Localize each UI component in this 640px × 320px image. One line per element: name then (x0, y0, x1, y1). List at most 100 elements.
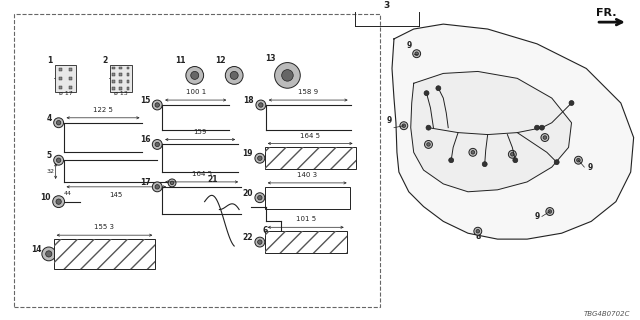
Text: 5: 5 (47, 151, 52, 160)
Text: 3: 3 (383, 1, 390, 10)
Text: 8: 8 (475, 232, 481, 241)
Circle shape (256, 100, 266, 110)
Circle shape (427, 143, 430, 146)
Bar (127, 73, 129, 76)
Circle shape (258, 156, 262, 160)
Circle shape (540, 125, 545, 130)
Bar (59, 68, 61, 71)
Text: 16: 16 (140, 135, 150, 144)
Text: 159: 159 (193, 129, 207, 135)
Bar (112, 73, 115, 76)
Circle shape (275, 63, 300, 88)
Bar (59, 77, 61, 80)
Text: 15: 15 (140, 96, 150, 105)
Circle shape (255, 153, 265, 163)
Text: 140 3: 140 3 (297, 172, 317, 178)
Text: 9: 9 (406, 41, 412, 50)
Circle shape (508, 150, 516, 158)
Text: 155 3: 155 3 (95, 224, 115, 230)
Polygon shape (411, 71, 572, 192)
Circle shape (225, 67, 243, 84)
Circle shape (152, 182, 162, 192)
Text: 32: 32 (47, 169, 54, 173)
Bar (112, 67, 115, 69)
Circle shape (54, 155, 63, 165)
Polygon shape (392, 24, 634, 239)
Text: 100 1: 100 1 (186, 89, 206, 95)
Bar (54, 239, 156, 269)
Text: 21: 21 (207, 175, 218, 184)
Text: 9: 9 (387, 116, 392, 125)
Circle shape (413, 50, 420, 58)
Circle shape (426, 125, 431, 130)
Bar (265, 231, 347, 253)
Circle shape (52, 196, 65, 208)
Text: TBG4B0702C: TBG4B0702C (584, 311, 630, 317)
Circle shape (577, 158, 580, 162)
Circle shape (469, 148, 477, 156)
Bar (54, 65, 76, 92)
Text: 2: 2 (102, 56, 108, 65)
Bar (127, 87, 129, 90)
Text: 44: 44 (63, 191, 72, 196)
Text: 1: 1 (47, 56, 52, 65)
Text: 122 5: 122 5 (93, 107, 113, 113)
Bar (265, 148, 355, 169)
Circle shape (402, 124, 406, 127)
Circle shape (546, 208, 554, 215)
Circle shape (191, 71, 199, 79)
Circle shape (155, 103, 159, 107)
Circle shape (258, 240, 262, 244)
Circle shape (152, 100, 162, 110)
Circle shape (45, 251, 52, 257)
Bar (110, 65, 132, 92)
Text: 9: 9 (588, 163, 593, 172)
Circle shape (534, 125, 540, 130)
Text: 22: 22 (243, 233, 253, 242)
Circle shape (424, 91, 429, 96)
Text: 20: 20 (243, 189, 253, 198)
Bar (59, 86, 61, 89)
Circle shape (483, 162, 487, 167)
Text: 14: 14 (31, 245, 42, 254)
Circle shape (42, 247, 56, 261)
Text: 10: 10 (40, 193, 51, 202)
Text: 19: 19 (243, 149, 253, 158)
Text: 164 5: 164 5 (191, 171, 212, 177)
Circle shape (543, 136, 547, 139)
Bar (119, 80, 122, 83)
Circle shape (255, 237, 265, 247)
Bar (265, 231, 347, 253)
Bar (112, 87, 115, 90)
Circle shape (436, 86, 441, 91)
Bar (119, 87, 122, 90)
Bar (70, 68, 72, 71)
Bar (112, 80, 115, 83)
Bar (119, 73, 122, 76)
Circle shape (259, 103, 263, 107)
Text: 6: 6 (262, 226, 268, 235)
Circle shape (170, 181, 174, 185)
Bar (119, 67, 122, 69)
Text: 17: 17 (140, 178, 150, 187)
Text: 13: 13 (265, 53, 276, 63)
Text: 11: 11 (175, 56, 186, 65)
Circle shape (56, 199, 61, 204)
Circle shape (554, 160, 559, 165)
Circle shape (541, 133, 549, 141)
Bar (127, 80, 129, 83)
Bar (265, 148, 355, 169)
Text: ø 17: ø 17 (59, 91, 72, 96)
Bar (54, 239, 156, 269)
Text: 164 5: 164 5 (300, 132, 320, 139)
Circle shape (282, 70, 293, 81)
Text: 101 5: 101 5 (296, 216, 316, 222)
Circle shape (400, 122, 408, 130)
Circle shape (424, 140, 433, 148)
Circle shape (476, 229, 479, 233)
Circle shape (415, 52, 419, 55)
Circle shape (449, 158, 454, 163)
Circle shape (230, 71, 238, 79)
Bar (127, 67, 129, 69)
Circle shape (155, 142, 159, 147)
